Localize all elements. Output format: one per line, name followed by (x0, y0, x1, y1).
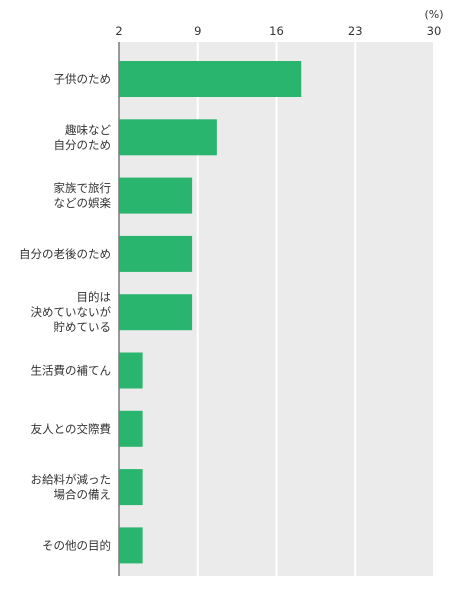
bar (119, 527, 143, 564)
x-tick-label: 16 (269, 24, 284, 38)
bar (119, 352, 143, 389)
bar (119, 294, 193, 331)
category-label: 趣味など自分のため (54, 123, 112, 152)
x-tick-labels: 2 9 16 23 30 (115, 24, 441, 38)
bar (119, 235, 193, 272)
x-tick-label: 30 (427, 24, 442, 38)
x-tick-label: 23 (348, 24, 363, 38)
x-tick-label: 9 (194, 24, 201, 38)
bar (119, 469, 143, 506)
bar (119, 177, 193, 214)
bar (119, 61, 302, 97)
category-label: その他の目的 (42, 538, 111, 552)
bars (119, 61, 302, 564)
category-label: 自分の老後のため (19, 247, 111, 261)
category-label: 子供のため (54, 72, 112, 86)
unit-label: (%) (424, 8, 443, 21)
category-label: 友人との交際費 (31, 422, 111, 436)
category-label: 家族で旅行などの娯楽 (54, 181, 112, 210)
category-label: 生活費の補てん (31, 364, 112, 378)
category-label: 目的は決めていないが貯めている (31, 290, 112, 334)
category-labels: 子供のため趣味など自分のため家族で旅行などの娯楽自分の老後のため目的は決めていな… (19, 72, 111, 552)
bar (119, 119, 217, 156)
category-label: お給料が減った場合の備え (31, 473, 112, 502)
x-tick-label: 2 (115, 24, 122, 38)
bar (119, 410, 143, 447)
